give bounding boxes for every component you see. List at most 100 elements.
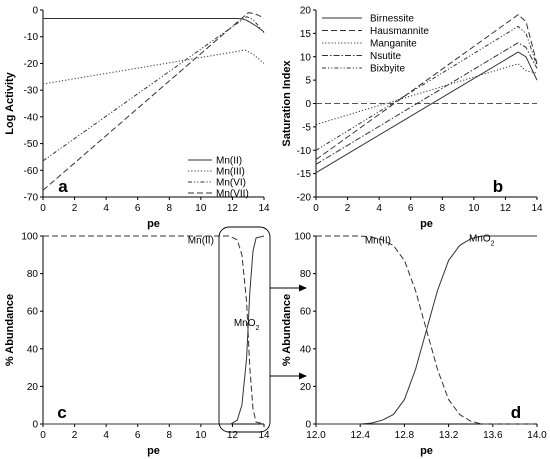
x-tick-label: 4 — [103, 203, 109, 214]
y-tick-label: 60 — [27, 307, 39, 318]
x-tick-label: 10 — [468, 203, 480, 214]
series-line-bixbyite — [315, 25, 538, 151]
x-tick-label: 6 — [408, 203, 414, 214]
x-tick-label: 12.8 — [395, 430, 415, 441]
x-tick-label: 12 — [227, 430, 239, 441]
series-line-mn-vii — [42, 12, 265, 191]
x-tick-label: 2 — [72, 430, 78, 441]
y-tick-label: 0 — [32, 420, 38, 431]
annotation-label: Mn(II) — [365, 236, 391, 247]
y-tick-label: 0 — [305, 420, 311, 431]
x-tick-label: 8 — [440, 203, 446, 214]
panel-d-chart: 12.0 12.4 12.8 13.2 13.6 14.0 0 20 40 60 80 100 pe % … — [281, 232, 547, 458]
series-line-birnessite — [315, 51, 538, 174]
y-tick-label: 100 — [21, 232, 38, 243]
x-tick-label: 10 — [195, 203, 207, 214]
panel-label: a — [58, 177, 68, 196]
y-tick-label: -30 — [24, 86, 39, 97]
x-tick-label: 14 — [531, 203, 543, 214]
x-tick-label: 8 — [167, 203, 173, 214]
x-tick-label: 10 — [195, 430, 207, 441]
x-tick-label: 12.0 — [306, 430, 326, 441]
y-axis-label: Log Activity — [4, 71, 16, 134]
series-line-mno2 — [43, 235, 265, 425]
panel-a-chart: 0 2 4 6 8 10 12 14 0 -10 -20 -30 -40 -50 -60 -70 pe Log A… — [4, 6, 270, 231]
zoom-connector — [218, 226, 307, 433]
legend-entry: Bixbyite — [370, 64, 405, 75]
y-tick-label: -10 — [24, 32, 39, 43]
x-tick-label: 14.0 — [527, 430, 547, 441]
panel-label: c — [57, 403, 66, 422]
y-tick-label: 15 — [300, 29, 312, 40]
series-line-mn-ii — [316, 235, 537, 425]
y-tick-label: 100 — [294, 232, 311, 243]
zoom-arrowhead-upper — [299, 284, 307, 292]
x-tick-label: 12.4 — [350, 430, 370, 441]
y-tick-label: 60 — [300, 307, 312, 318]
x-axis-label: pe — [420, 218, 433, 230]
y-tick-label: 5 — [305, 76, 311, 87]
legend-entry: Nsutite — [370, 51, 402, 62]
zoom-highlight-box — [218, 226, 271, 433]
series-line-mn-ii — [43, 235, 265, 425]
series-line-manganite — [315, 63, 538, 125]
zoom-arrowhead-lower — [299, 372, 307, 380]
x-tick-label: 6 — [135, 203, 141, 214]
x-tick-label: 14 — [258, 203, 270, 214]
series-line-mno2 — [316, 235, 537, 425]
panel-b-chart: 0 2 4 6 8 10 12 14 20 15 10 5 0 -5 -10 -15 -20 pe Saturati… — [281, 6, 543, 231]
x-tick-label: 2 — [345, 203, 351, 214]
panel-c-chart: 0 2 4 6 8 10 12 14 0 20 40 60 80 100 pe % Abundance c Mn(… — [4, 232, 270, 458]
y-tick-label: 20 — [300, 6, 312, 17]
x-axis-label: pe — [420, 445, 433, 457]
x-axis-label: pe — [147, 218, 160, 230]
panel-label: d — [511, 403, 521, 422]
y-tick-label: -40 — [24, 112, 39, 123]
x-tick-label: 2 — [72, 203, 78, 214]
x-tick-label: 4 — [103, 430, 109, 441]
y-axis-label: % Abundance — [4, 294, 16, 366]
legend-entry: Manganite — [370, 39, 417, 50]
y-axis-label: % Abundance — [281, 294, 293, 366]
y-tick-label: -60 — [24, 166, 39, 177]
y-tick-label: -5 — [302, 122, 311, 133]
y-tick-label: 0 — [305, 99, 311, 110]
x-tick-label: 0 — [40, 203, 46, 214]
y-tick-label: 80 — [27, 269, 39, 280]
x-axis-label: pe — [147, 445, 160, 457]
y-tick-label: 40 — [27, 344, 39, 355]
legend-entry: Mn(VII) — [216, 189, 249, 200]
y-tick-label: -10 — [297, 146, 312, 157]
y-tick-label: 0 — [32, 6, 38, 17]
x-tick-label: 12 — [500, 203, 512, 214]
series-line-mn-vi — [42, 16, 265, 162]
legend-entry: Mn(II) — [216, 156, 242, 167]
annotation-label: Mn(II) — [188, 236, 214, 247]
x-tick-label: 8 — [167, 430, 173, 441]
legend-entry: Hausmannite — [370, 26, 429, 37]
legend-entry: Birnessite — [370, 14, 414, 25]
y-tick-label: 20 — [300, 382, 312, 393]
annotation-label: MnO2 — [469, 234, 495, 248]
x-tick-label: 14 — [258, 430, 270, 441]
annotation-label: MnO2 — [234, 318, 260, 332]
x-tick-label: 13.6 — [483, 430, 503, 441]
x-tick-label: 0 — [40, 430, 46, 441]
x-tick-label: 4 — [376, 203, 382, 214]
x-tick-label: 0 — [313, 203, 319, 214]
y-tick-label: -70 — [24, 193, 39, 204]
y-axis-label: Saturation Index — [281, 60, 293, 147]
annotation-subscript: 2 — [256, 325, 260, 332]
series-line-hausmannite — [315, 14, 538, 161]
x-tick-label: 6 — [135, 430, 141, 441]
series-line-mn-iii — [42, 49, 265, 85]
series-line-mn-ii — [43, 18, 265, 33]
annotation-subscript: 2 — [491, 240, 495, 247]
y-tick-label: 80 — [300, 269, 312, 280]
legend-entry: Mn(III) — [216, 167, 245, 178]
x-tick-label: 13.2 — [439, 430, 459, 441]
x-tick-label: 12 — [227, 203, 239, 214]
y-tick-label: 20 — [27, 382, 39, 393]
y-tick-label: -15 — [297, 169, 312, 180]
